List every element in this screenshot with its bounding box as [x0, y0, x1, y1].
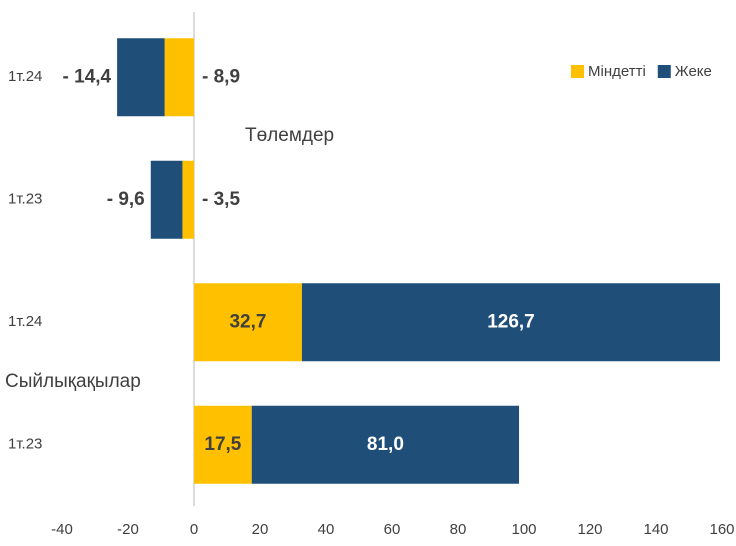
data-label: - 9,6: [107, 189, 145, 210]
x-tick-label: 80: [450, 521, 467, 538]
y-tick-label: 1т.24: [8, 68, 42, 85]
data-label: 32,7: [229, 311, 266, 332]
x-tick-label: 140: [643, 521, 668, 538]
annotation: Төлемдер: [245, 125, 334, 146]
data-label: 17,5: [204, 434, 241, 455]
data-label: - 3,5: [202, 189, 240, 210]
bar: [150, 160, 183, 239]
annotation: Сыйлықақылар: [5, 371, 141, 392]
bar: [164, 38, 194, 117]
x-tick-label: -40: [51, 521, 73, 538]
data-label: 126,7: [487, 311, 535, 332]
y-tick-label: 1т.23: [8, 436, 42, 453]
x-tick-label: 0: [190, 521, 198, 538]
y-tick-label: 1т.23: [8, 191, 42, 208]
bar: [251, 405, 520, 484]
x-tick-label: 20: [252, 521, 269, 538]
x-tick-label: 40: [318, 521, 335, 538]
bar: [194, 283, 302, 362]
data-label: - 8,9: [202, 66, 240, 87]
bar: [117, 38, 165, 117]
data-label: - 14,4: [63, 66, 112, 87]
bar: [182, 160, 194, 239]
bar: [194, 405, 252, 484]
x-tick-label: 60: [384, 521, 401, 538]
bar: [301, 283, 721, 362]
data-label: 81,0: [367, 434, 404, 455]
y-tick-label: 1т.24: [8, 313, 42, 330]
x-tick-label: 120: [577, 521, 602, 538]
x-tick-label: -20: [117, 521, 139, 538]
x-tick-label: 100: [511, 521, 536, 538]
legend-label: Жеке: [675, 63, 712, 80]
legend-swatch: [657, 65, 671, 78]
legend-swatch: [571, 65, 584, 78]
legend-label: Міндетті: [588, 63, 646, 80]
x-tick-label: 160: [709, 521, 734, 538]
